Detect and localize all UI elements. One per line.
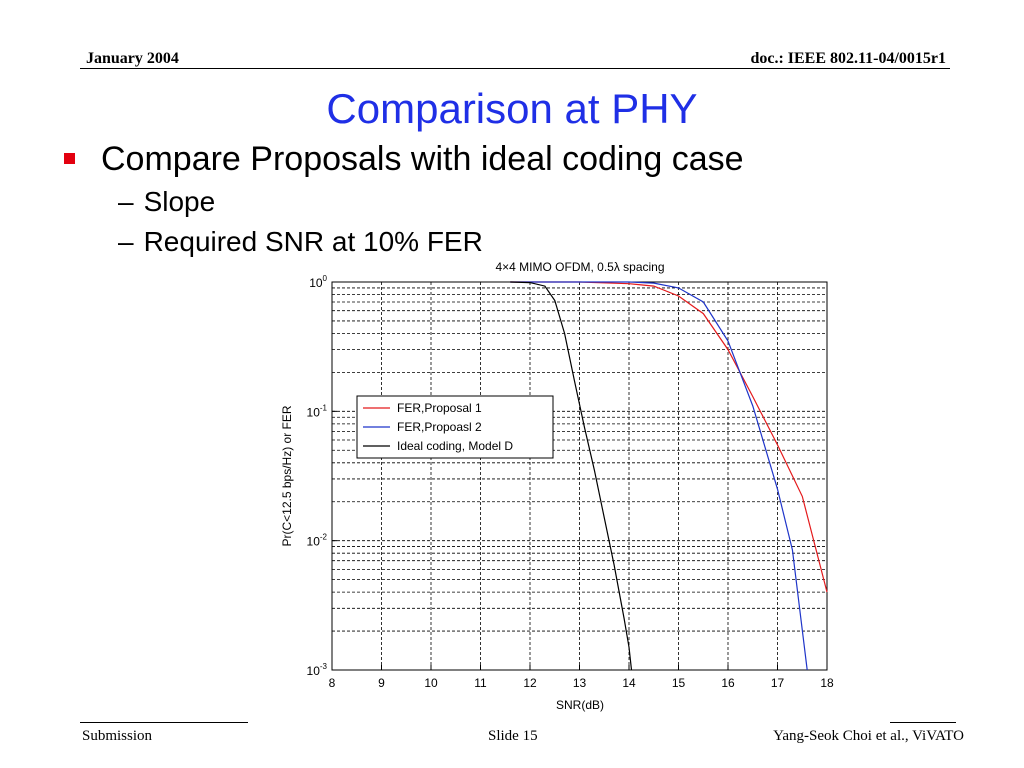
- y-tick-label: 100: [309, 274, 327, 290]
- x-tick-label: 11: [474, 676, 487, 690]
- series-line: [510, 281, 828, 593]
- x-tick-label: 10: [424, 676, 438, 690]
- chart-legend: FER,Proposal 1 FER,Propoasl 2 Ideal coding…: [356, 395, 554, 459]
- header-date: January 2004: [86, 50, 179, 67]
- dash-icon: –: [118, 186, 134, 217]
- fer-chart: 8 9 10 11 12 13 14 15 16 17 18 100 10-1 10-2 10-3 4×4 …: [270, 252, 850, 722]
- header-doc-id: doc.: IEEE 802.11-04/0015r1: [750, 50, 946, 67]
- chart-svg: 8 9 10 11 12 13 14 15 16 17 18 100 10-1 10-2 10-3 4×4 …: [280, 260, 834, 712]
- series-line: [510, 281, 633, 671]
- bullet-item: Compare Proposals with ideal coding case: [64, 140, 744, 179]
- y-tick-label: 10-1: [307, 403, 328, 419]
- legend-label: FER,Proposal 1: [397, 401, 482, 415]
- legend-label: FER,Propoasl 2: [397, 420, 482, 434]
- footer-submission: Submission: [82, 728, 153, 744]
- y-tick-label: 10-3: [307, 662, 328, 678]
- footer-authors: Yang-Seok Choi et al., ViVATO: [773, 728, 964, 744]
- x-tick-label: 12: [523, 676, 537, 690]
- x-tick-label: 18: [820, 676, 834, 690]
- x-axis-label: SNR(dB): [556, 698, 604, 712]
- legend-label: Ideal coding, Model D: [397, 439, 513, 453]
- x-tick-label: 14: [622, 676, 636, 690]
- footer-rule-right: [890, 722, 956, 723]
- dash-icon: –: [118, 226, 134, 257]
- axis-ticks: 8 9 10 11 12 13 14 15 16 17 18 100 10-1 10-2 10-3: [307, 274, 834, 690]
- header-rule: [80, 68, 950, 69]
- y-axis-label: Pr(C<12.5 bps/Hz) or FER: [280, 405, 294, 546]
- x-tick-label: 15: [672, 676, 686, 690]
- sub-bullet-item: – Required SNR at 10% FER: [118, 226, 483, 258]
- sub-bullet-text: Required SNR at 10% FER: [143, 226, 483, 257]
- bullet-text: Compare Proposals with ideal coding case: [101, 140, 744, 178]
- x-tick-label: 9: [378, 676, 385, 690]
- footer-rule-left: [80, 722, 248, 723]
- x-tick-label: 8: [329, 676, 336, 690]
- x-tick-label: 13: [573, 676, 587, 690]
- plot-frame: [331, 281, 828, 671]
- x-tick-label: 17: [771, 676, 785, 690]
- series-line: [510, 281, 808, 671]
- sub-bullet-text: Slope: [143, 186, 216, 217]
- bullet-square-icon: [64, 153, 75, 164]
- x-tick-label: 16: [721, 676, 735, 690]
- y-tick-label: 10-2: [307, 533, 328, 549]
- footer-slide-number: Slide 15: [488, 728, 538, 744]
- grid-lines: [332, 282, 827, 670]
- sub-bullet-item: – Slope: [118, 186, 215, 218]
- chart-title: 4×4 MIMO OFDM, 0.5λ spacing: [495, 260, 664, 274]
- series-lines: [510, 281, 828, 671]
- slide-title: Comparison at PHY: [326, 85, 698, 132]
